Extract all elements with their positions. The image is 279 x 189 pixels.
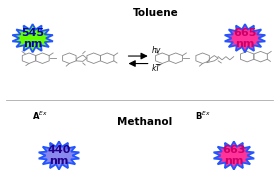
Polygon shape: [225, 24, 265, 52]
Text: Toluene: Toluene: [133, 8, 179, 18]
Text: 440
nm: 440 nm: [47, 145, 71, 166]
Text: 663
nm: 663 nm: [222, 145, 246, 166]
Text: $\mathbf{A}^{Ex}$: $\mathbf{A}^{Ex}$: [32, 110, 47, 122]
Text: 665
nm: 665 nm: [233, 28, 257, 49]
Polygon shape: [12, 24, 53, 52]
Polygon shape: [39, 141, 79, 170]
Text: $\mathbf{B}^{Ex}$: $\mathbf{B}^{Ex}$: [196, 110, 211, 122]
Text: kT: kT: [152, 64, 161, 74]
Polygon shape: [214, 141, 254, 170]
Text: Methanol: Methanol: [117, 117, 173, 127]
Text: 545
nm: 545 nm: [21, 28, 44, 49]
Text: hv: hv: [152, 46, 161, 55]
